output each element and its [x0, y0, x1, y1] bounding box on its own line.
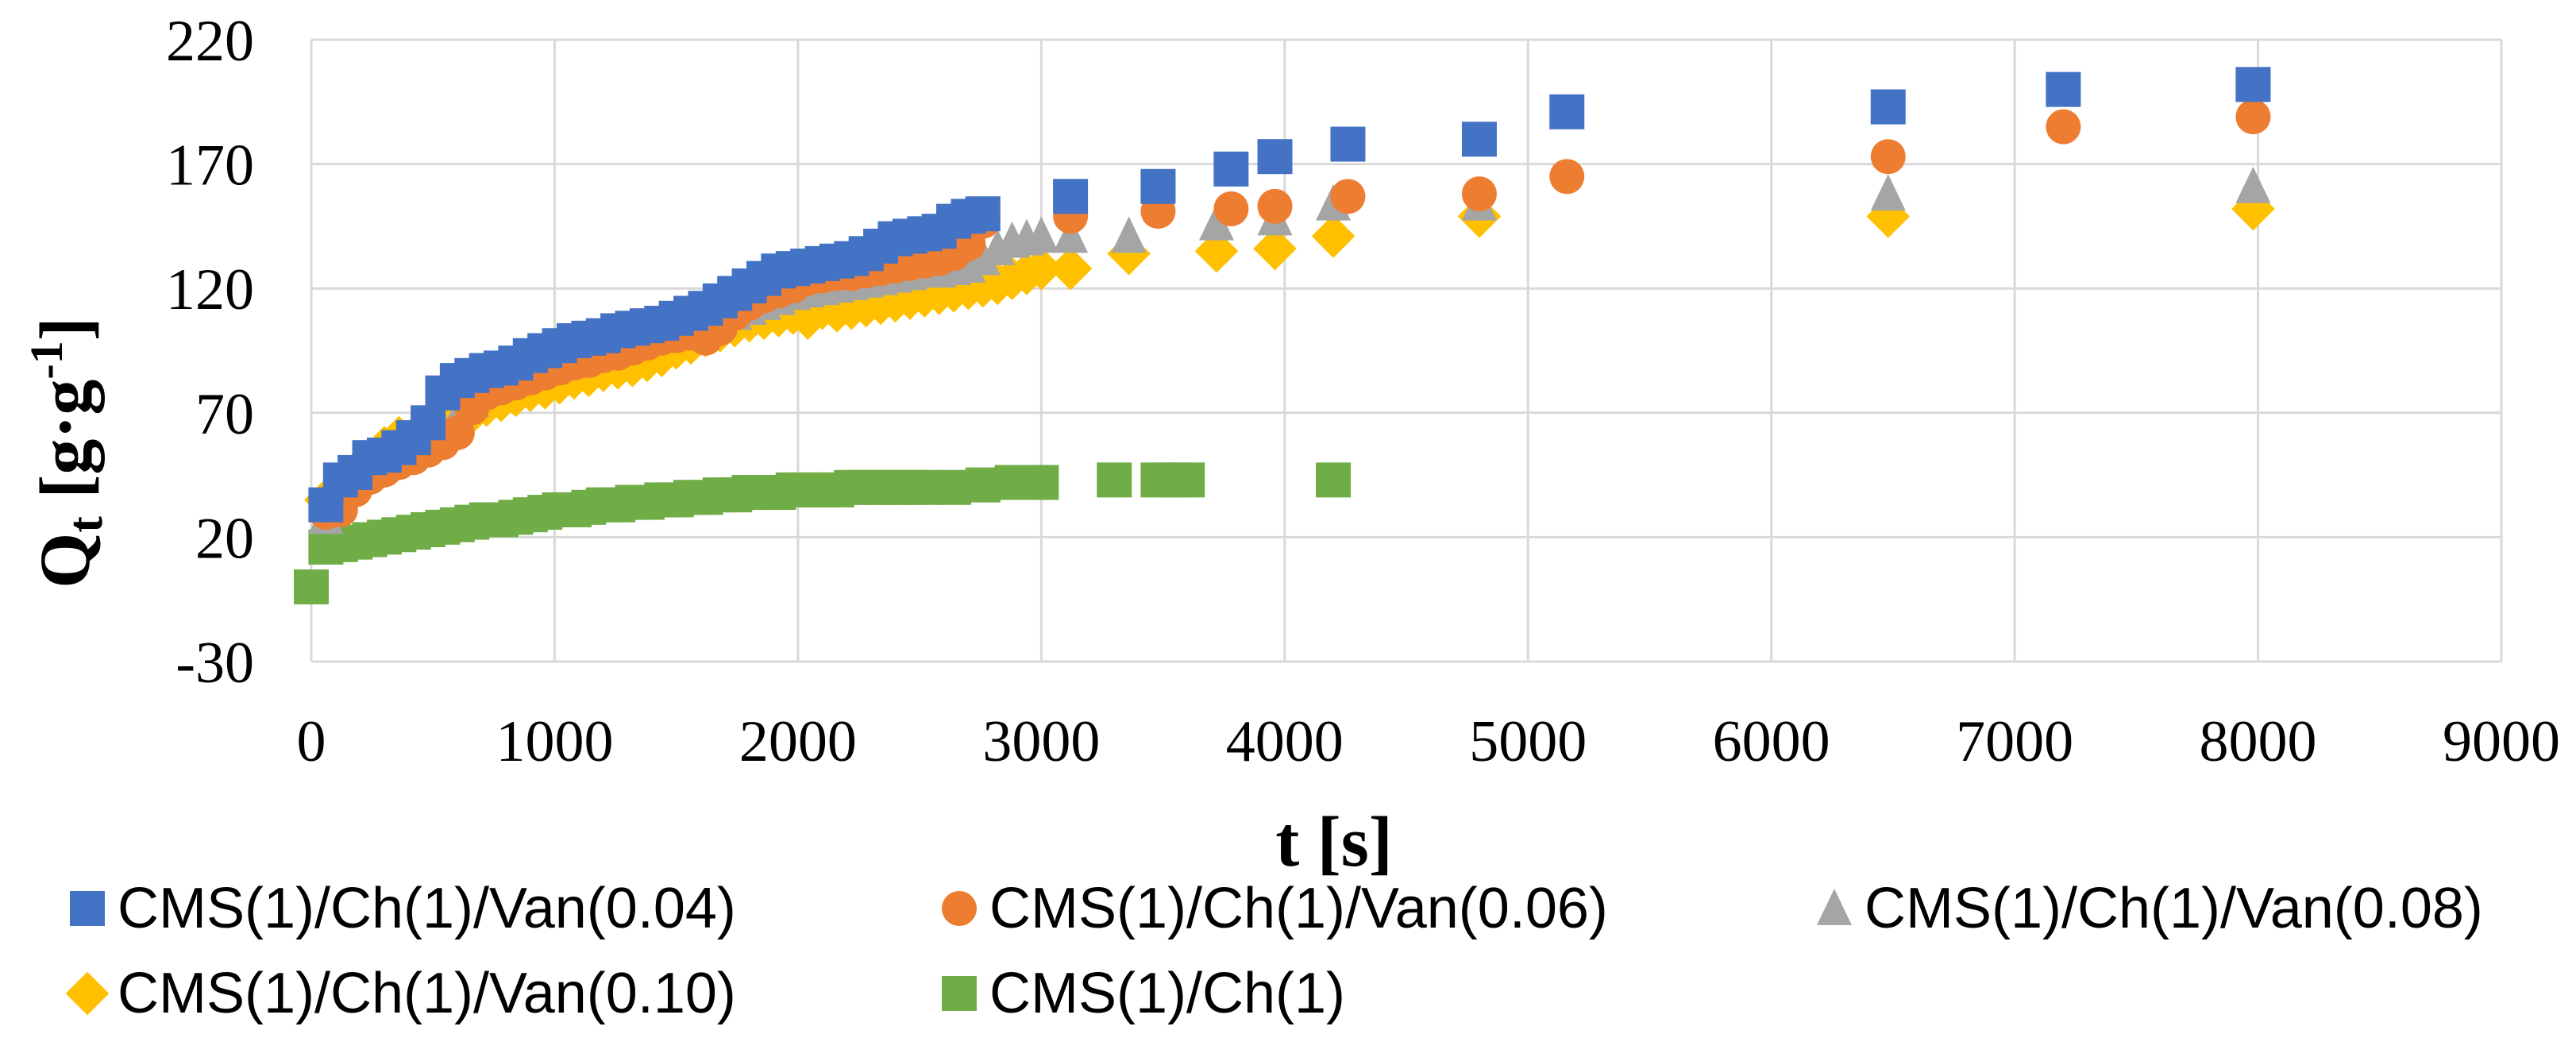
data-point [1053, 179, 1089, 214]
data-point [1053, 216, 1089, 253]
x-tick-label: 3000 [982, 709, 1100, 774]
data-point [1024, 465, 1059, 500]
data-point [2235, 99, 2271, 135]
data-point [294, 569, 329, 605]
data-point [1213, 191, 1249, 226]
x-axis-title: t [s] [1275, 803, 1392, 882]
gridlines [310, 38, 2503, 663]
x-tick-label: 8000 [2200, 709, 2317, 774]
data-point [1549, 159, 1585, 195]
legend-item: CMS(1)/Ch(1)/Van(0.04) [70, 877, 736, 940]
data-point [2046, 109, 2081, 145]
legend-marker [942, 891, 977, 926]
y-axis-title-sub: t [59, 516, 113, 533]
y-tick-label: 220 [166, 9, 254, 74]
x-tick-label: 0 [297, 709, 326, 774]
data-point [1549, 94, 1585, 129]
data-point [411, 405, 446, 441]
y-axis-title: Qt [g·g-1] [21, 317, 113, 588]
series-5 [294, 462, 1352, 605]
data-point [1311, 214, 1355, 258]
data-point [965, 467, 1001, 503]
data-point [1024, 216, 1059, 253]
legend-label: CMS(1)/Ch(1)/Van(0.06) [989, 877, 1608, 940]
x-tick-label: 2000 [739, 709, 857, 774]
data-point [1097, 462, 1132, 498]
y-tick-label: -30 [175, 631, 254, 696]
data-point [1020, 246, 1063, 291]
series-1 [308, 67, 2271, 523]
legend-label: CMS(1)/Ch(1)/Van(0.08) [1865, 877, 2483, 940]
data-point [965, 196, 1001, 232]
data-point [1257, 139, 1293, 175]
legend-item: CMS(1)/Ch(1)/Van(0.06) [942, 877, 1608, 940]
data-point [1107, 232, 1151, 276]
y-tick-labels: -30 20 70 120 170 220 [166, 9, 254, 696]
x-tick-labels: 0 1000 2000 3000 4000 5000 6000 7000 8000 9000 [297, 709, 2561, 774]
data-point [1316, 462, 1352, 498]
data-point [1870, 139, 1906, 175]
data-point [1253, 226, 1297, 271]
data-point [1330, 179, 1366, 214]
x-tick-label: 1000 [496, 709, 613, 774]
data-point [1170, 462, 1205, 498]
y-axis-title-main: Q [26, 533, 105, 588]
legend-label: CMS(1)/Ch(1) [989, 962, 1345, 1025]
data-point [1870, 89, 1906, 125]
data-point [2046, 71, 2081, 107]
y-tick-label: 20 [195, 506, 254, 571]
legend-marker [65, 971, 110, 1016]
y-tick-label: 120 [166, 257, 254, 322]
data-point [936, 469, 972, 505]
data-point [1213, 151, 1249, 187]
data-point [1870, 174, 1906, 211]
data-point [1048, 246, 1093, 291]
y-axis-title-close: ] [26, 317, 105, 341]
x-tick-label: 9000 [2443, 709, 2560, 774]
x-tick-label: 6000 [1713, 709, 1830, 774]
data-point [907, 469, 943, 505]
x-tick-label: 5000 [1469, 709, 1587, 774]
data-point [1330, 126, 1366, 162]
y-axis-title-unit: [g·g [26, 380, 105, 517]
data-point [1140, 168, 1176, 204]
data-point [1257, 188, 1293, 224]
data-point [2231, 187, 2275, 231]
legend-item: CMS(1)/Ch(1)/Van(0.10) [65, 962, 736, 1025]
x-tick-label: 7000 [1956, 709, 2073, 774]
legend: CMS(1)/Ch(1)/Van(0.04) CMS(1)/Ch(1)/Van(0… [65, 877, 2483, 1025]
legend-label: CMS(1)/Ch(1)/Van(0.04) [118, 877, 736, 940]
data-point [965, 238, 1001, 276]
legend-item: CMS(1)/Ch(1) [942, 962, 1345, 1025]
legend-marker [70, 891, 105, 926]
data-point [2235, 166, 2271, 203]
data-point [1198, 203, 1234, 241]
legend-label: CMS(1)/Ch(1)/Van(0.10) [118, 962, 736, 1025]
x-tick-label: 4000 [1226, 709, 1344, 774]
y-axis-title-sup: -1 [21, 341, 72, 379]
data-point [1461, 122, 1497, 157]
data-point [994, 465, 1030, 500]
y-tick-label: 170 [166, 133, 254, 199]
y-tick-label: 70 [195, 382, 254, 447]
data-points [294, 67, 2275, 605]
data-point [2235, 67, 2271, 102]
legend-item: CMS(1)/Ch(1)/Van(0.08) [1817, 877, 2483, 940]
data-point [1461, 176, 1497, 212]
legend-marker [942, 976, 977, 1011]
legend-marker [1817, 889, 1852, 925]
data-point [1111, 216, 1147, 253]
